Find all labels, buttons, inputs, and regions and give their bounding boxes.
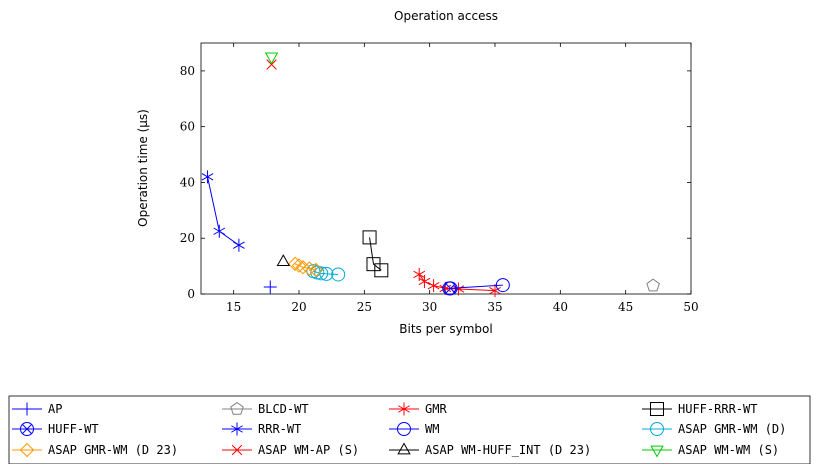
- x-tick-label: 15: [226, 300, 241, 314]
- legend-entry: ASAP GMR-WM (D): [642, 422, 786, 436]
- legend-entry: ASAP WM-AP (S): [222, 443, 359, 457]
- data-point: [495, 278, 510, 293]
- data-point: [418, 274, 431, 288]
- y-axis-ticks: 0 20 40 60 80: [180, 64, 691, 301]
- legend-label: GMR: [425, 402, 447, 416]
- legend-entry: ASAP WM-WM (S): [642, 443, 779, 458]
- legend: AP BLCD-WT GMR HUFF-RRR-WT HUFF-WT RRR-WT WM AS…: [12, 401, 786, 458]
- legend-entry: GMR: [389, 402, 447, 416]
- y-tick-label: 60: [180, 120, 195, 134]
- y-tick-label: 40: [180, 175, 195, 189]
- data-point: [427, 279, 440, 293]
- legend-label: HUFF-WT: [48, 422, 99, 436]
- legend-label: ASAP GMR-WM (D): [678, 422, 786, 436]
- legend-marker: [231, 422, 243, 436]
- legend-label: ASAP WM-HUFF_INT (D 23): [425, 443, 591, 457]
- plot-marks: [201, 52, 660, 298]
- legend-marker: [230, 401, 244, 415]
- x-tick-label: 50: [683, 300, 698, 314]
- x-tick-label: 40: [553, 300, 568, 314]
- x-axis-label: Bits per symbol: [399, 322, 492, 336]
- series-line: [313, 270, 339, 275]
- data-point: [302, 261, 317, 276]
- legend-label: ASAP GMR-WM (D 23): [48, 443, 178, 457]
- y-axis-label: Operation time (µs): [136, 109, 150, 227]
- data-point: [489, 284, 501, 298]
- legend-marker: [650, 422, 664, 436]
- legend-marker: [19, 422, 34, 436]
- legend-marker: [650, 402, 664, 416]
- series-line: [449, 284, 503, 289]
- plot-frame: [200, 42, 692, 295]
- series-ap: [263, 280, 277, 294]
- data-point: [233, 238, 245, 252]
- series-wm: [442, 278, 510, 296]
- data-point: [646, 278, 660, 292]
- legend-entry: WM: [389, 422, 439, 436]
- y-tick-label: 0: [187, 287, 195, 301]
- y-tick-label: 20: [180, 231, 195, 245]
- series-asap-wm-huff-int-d-23: [276, 254, 291, 267]
- data-point: [276, 254, 291, 267]
- data-point: [213, 224, 226, 238]
- legend-entry: ASAP WM-HUFF_INT (D 23): [389, 442, 591, 457]
- chart-title: Operation access: [394, 9, 498, 23]
- x-tick-label: 45: [618, 300, 633, 314]
- legend-entry: RRR-WT: [222, 422, 301, 436]
- legend-label: ASAP WM-AP (S): [258, 443, 359, 457]
- data-point: [287, 256, 303, 272]
- data-point: [308, 262, 324, 278]
- series-line: [418, 274, 496, 292]
- data-point: [331, 267, 346, 282]
- data-point: [374, 263, 389, 278]
- x-tick-label: 30: [422, 300, 437, 314]
- y-tick-label: 80: [180, 64, 195, 78]
- series-asap-gmr-wm-d-23: [287, 256, 324, 278]
- legend-label: WM: [425, 422, 439, 436]
- x-tick-label: 20: [291, 300, 306, 314]
- x-tick-label: 35: [487, 300, 502, 314]
- data-point: [362, 230, 377, 245]
- series-asap-wm-wm-s: [264, 52, 279, 65]
- series-line: [294, 263, 317, 271]
- data-point: [291, 258, 307, 273]
- legend-marker: [397, 422, 411, 436]
- series-asap-wm-ap-s: [266, 59, 277, 70]
- legend-entry: BLCD-WT: [222, 401, 309, 416]
- data-point: [266, 59, 277, 70]
- legend-marker: [398, 402, 410, 416]
- legend-entry: HUFF-WT: [12, 422, 99, 436]
- legend-entry: HUFF-RRR-WT: [642, 402, 757, 416]
- data-point: [295, 260, 311, 275]
- series-huff-rrr-wt: [362, 230, 389, 278]
- series-asap-gmr-wm-d: [306, 264, 346, 282]
- legend-label: BLCD-WT: [258, 402, 309, 416]
- series-line: [207, 176, 240, 246]
- legend-label: AP: [48, 402, 62, 416]
- data-point: [319, 266, 334, 281]
- series-gmr: [413, 267, 501, 298]
- data-point: [442, 281, 457, 296]
- legend-marker: [231, 444, 243, 456]
- legend-label: RRR-WT: [258, 422, 301, 436]
- legend-label: ASAP WM-WM (S): [678, 443, 779, 457]
- legend-marker: [397, 442, 411, 455]
- x-axis-ticks: 15 20 25 30 35 40 45 50: [226, 43, 699, 314]
- series-rrr-wt: [201, 170, 245, 252]
- data-point: [264, 52, 279, 65]
- data-point: [263, 280, 277, 294]
- legend-entry: ASAP GMR-WM (D 23): [12, 442, 178, 458]
- x-tick-label: 25: [357, 300, 372, 314]
- legend-entry: AP: [12, 402, 62, 416]
- legend-marker: [19, 442, 35, 458]
- legend-marker: [650, 445, 664, 458]
- series-blcd-wt: [646, 278, 660, 292]
- series-line: [369, 237, 382, 271]
- legend-label: HUFF-RRR-WT: [678, 402, 757, 416]
- legend-marker: [20, 402, 34, 416]
- data-point: [201, 170, 214, 184]
- data-point: [314, 266, 329, 281]
